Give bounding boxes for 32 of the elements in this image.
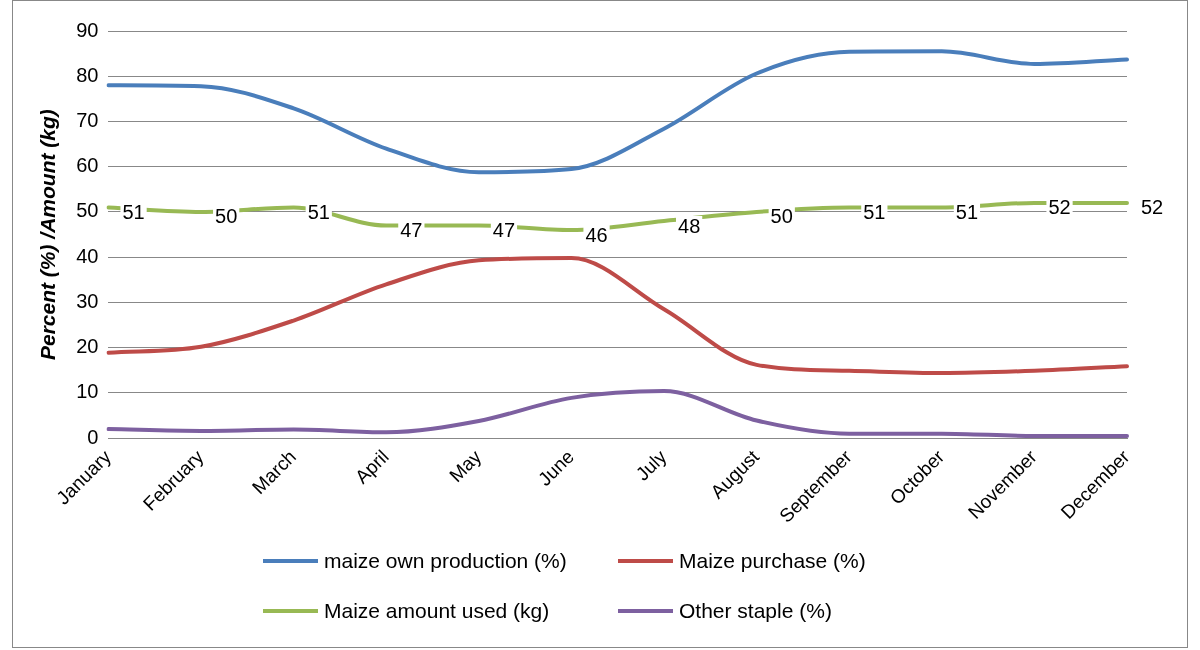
y-axis-title: Percent (%) /Amount (kg) <box>36 109 60 360</box>
line-series <box>106 256 1129 376</box>
data-label: 51 <box>863 200 886 223</box>
y-tick-label: 70 <box>76 109 99 131</box>
legend-label: Maize purchase (%) <box>679 549 866 573</box>
y-tick-label: 60 <box>76 154 99 177</box>
data-label: 52 <box>1141 196 1164 219</box>
y-tick-label: 90 <box>76 18 99 41</box>
x-tick-label: July <box>631 445 671 485</box>
y-tick-label: 80 <box>76 63 99 86</box>
data-label: 46 <box>585 223 608 246</box>
y-tick-label: 40 <box>76 244 99 267</box>
y-tick-label: 0 <box>87 425 99 448</box>
data-label: 48 <box>678 214 701 237</box>
y-tick-label: 50 <box>76 199 99 222</box>
data-label: 50 <box>215 205 238 228</box>
data-label: 47 <box>400 219 423 242</box>
legend-label: maize own production (%) <box>324 549 567 573</box>
line-series <box>106 49 1129 175</box>
data-label: 47 <box>492 219 516 242</box>
data-label: 52 <box>1048 196 1071 219</box>
data-label: 51 <box>307 200 330 223</box>
data-label: 51 <box>122 200 145 223</box>
legend-label: Other staple (%) <box>679 599 832 623</box>
line-series <box>106 389 1129 438</box>
y-tick-label: 10 <box>76 380 99 403</box>
data-label: 50 <box>770 205 793 228</box>
data-label: 51 <box>955 200 979 223</box>
y-tick-label: 20 <box>76 335 99 358</box>
y-tick-label: 30 <box>76 289 99 312</box>
x-tick-label: May <box>445 445 486 487</box>
legend-label: Maize amount used (kg) <box>324 599 550 623</box>
